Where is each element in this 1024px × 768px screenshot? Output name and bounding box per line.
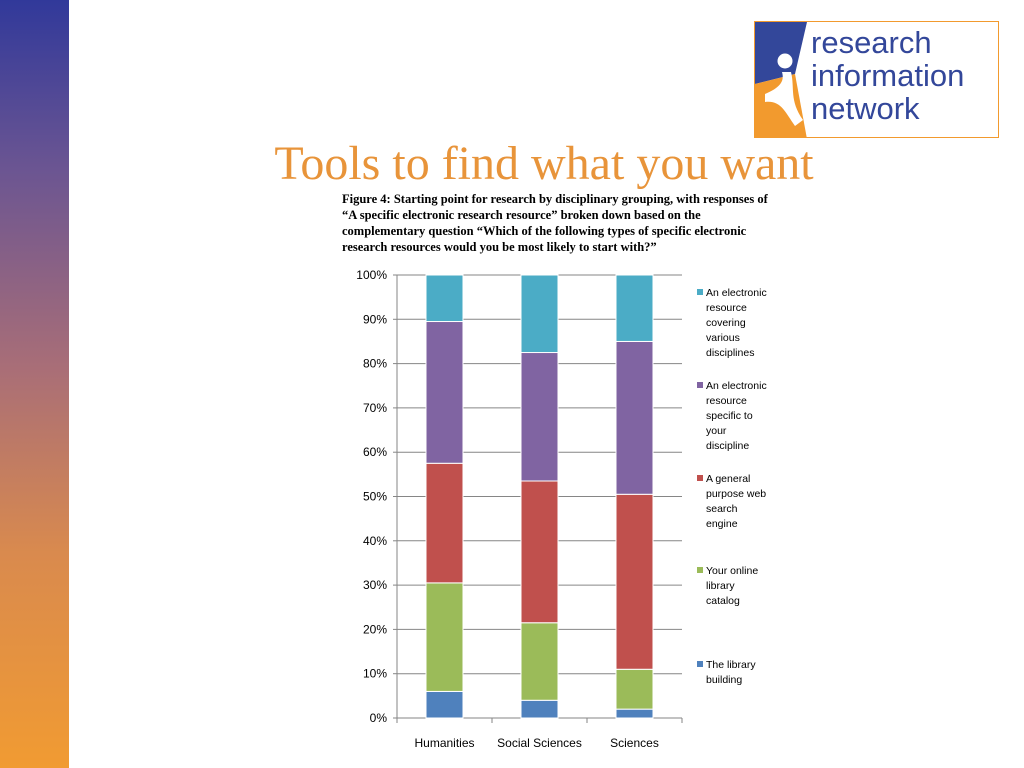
- y-tick-label: 80%: [363, 357, 387, 371]
- legend-label: resource: [706, 302, 747, 314]
- x-category-label: Sciences: [610, 736, 659, 750]
- legend-label: specific to: [706, 410, 753, 422]
- legend-label: A general: [706, 473, 750, 485]
- legend-label: library: [706, 580, 735, 592]
- y-tick-label: 70%: [363, 401, 387, 415]
- bar-segment: [425, 274, 464, 323]
- bar-segment: [425, 690, 464, 719]
- logo-i-stroke: [765, 72, 803, 126]
- logo-wordmark: research information network: [811, 26, 964, 125]
- legend-swatch: [697, 382, 703, 388]
- bar-segment: [520, 274, 559, 354]
- bar-segment: [425, 321, 464, 464]
- bar-segment: [615, 340, 654, 495]
- legend-swatch: [697, 661, 703, 667]
- y-tick-label: 100%: [356, 268, 387, 282]
- bar-segment: [520, 352, 559, 482]
- legend-label: resource: [706, 395, 747, 407]
- bar-segment: [520, 622, 559, 701]
- legend-label: your: [706, 425, 727, 437]
- y-tick-label: 40%: [363, 534, 387, 548]
- legend-swatch: [697, 567, 703, 573]
- side-gradient-band: [0, 0, 69, 768]
- legend-label: various: [706, 332, 740, 344]
- legend-label: disciplines: [706, 347, 754, 359]
- legend-label: engine: [706, 518, 738, 530]
- slide-title: Tools to find what you want: [274, 137, 814, 190]
- bar-segment: [615, 708, 654, 719]
- logo-line-2: information: [811, 58, 965, 93]
- y-tick-label: 0%: [370, 711, 388, 725]
- y-tick-label: 90%: [363, 312, 387, 326]
- y-tick-label: 10%: [363, 667, 387, 681]
- bar-segment: [520, 699, 559, 719]
- legend-label: discipline: [706, 440, 749, 452]
- logo-blue-block: [755, 22, 807, 84]
- legend-label: covering: [706, 317, 746, 329]
- legend-label: An electronic: [706, 287, 767, 299]
- legend-label: The library: [706, 659, 756, 671]
- rin-logo: research information network: [754, 21, 999, 138]
- x-category-label: Humanities: [414, 736, 474, 750]
- rin-logo-mark: [755, 22, 807, 137]
- legend-label: purpose web: [706, 488, 766, 500]
- y-tick-label: 60%: [363, 445, 387, 459]
- x-category-label: Social Sciences: [497, 736, 582, 750]
- legend-label: building: [706, 674, 742, 686]
- y-tick-label: 20%: [363, 622, 387, 636]
- legend-swatch: [697, 475, 703, 481]
- bar-segment: [425, 462, 464, 584]
- legend-label: catalog: [706, 595, 740, 607]
- legend-label: An electronic: [706, 380, 767, 392]
- legend-label: Your online: [706, 565, 758, 577]
- logo-i-dot: [777, 53, 793, 69]
- legend-swatch: [697, 289, 703, 295]
- bar-segment: [615, 274, 654, 342]
- logo-line-1: research: [811, 25, 932, 60]
- y-tick-label: 50%: [363, 490, 387, 504]
- y-tick-label: 30%: [363, 578, 387, 592]
- bar-segment: [425, 582, 464, 692]
- bar-segment: [520, 480, 559, 624]
- figure-caption: Figure 4: Starting point for research by…: [342, 192, 768, 254]
- bar-segment: [615, 668, 654, 710]
- legend-label: search: [706, 503, 738, 515]
- bar-segment: [615, 493, 654, 670]
- logo-line-3: network: [811, 91, 920, 126]
